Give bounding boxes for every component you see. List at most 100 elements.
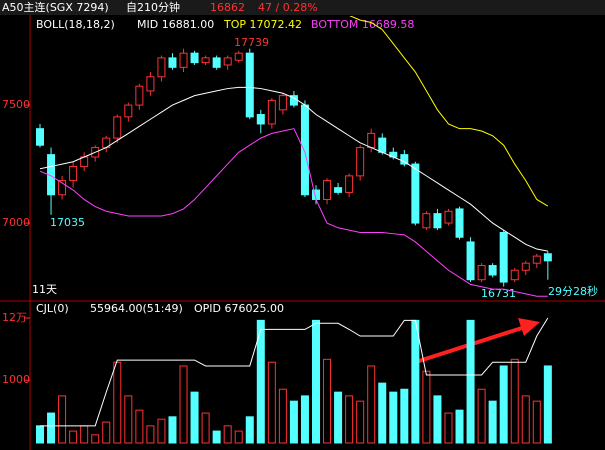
candle-body [234, 52, 243, 61]
candle-body [444, 210, 453, 224]
volume-bar [455, 409, 464, 444]
candle-body [157, 57, 166, 78]
candle-body [411, 163, 420, 224]
candle-body [455, 208, 464, 238]
candle-body [267, 99, 276, 125]
volume-bar [345, 395, 354, 444]
candle-body [477, 265, 486, 281]
candle-body [256, 114, 265, 125]
candle-body [521, 262, 530, 271]
volume-bar [223, 425, 232, 444]
candle-body [146, 76, 155, 92]
volume-bar [146, 425, 155, 444]
candle-body [323, 180, 332, 200]
candle-body [400, 154, 409, 165]
bottom-legend: BOTTOM 16689.58 [311, 18, 414, 31]
symbol: A50主连(SGX 7294) [2, 1, 109, 14]
candle-body [488, 265, 497, 276]
volume-bar [278, 388, 287, 444]
volume-bar [488, 400, 497, 444]
boll-line [349, 16, 549, 207]
arrow [415, 318, 540, 364]
header-bar [0, 0, 605, 15]
candle-body [245, 52, 254, 118]
mid-legend: MID 16881.00 [137, 18, 214, 31]
volume-bar [256, 319, 265, 444]
price-panel [36, 16, 552, 297]
volume-bar [300, 395, 309, 444]
volume-bar [543, 365, 552, 444]
candle-body [466, 241, 475, 281]
y-tick-label: 1000 [2, 373, 30, 386]
y-tick-label: 7500 [2, 98, 30, 111]
volume-bar [212, 430, 221, 444]
candle-body [345, 175, 354, 193]
volume-bar [356, 400, 365, 444]
candle-body [36, 128, 44, 146]
volume-bar [521, 395, 530, 444]
volume-bar [234, 430, 243, 444]
vol-indicator[interactable]: CJL(0) [36, 302, 69, 315]
volume-bar [58, 395, 67, 444]
volume-bar [323, 358, 332, 444]
volume-bar [378, 382, 387, 444]
volume-bar [157, 418, 166, 444]
candle-body [124, 104, 133, 118]
period[interactable]: 自210分钟 [126, 0, 180, 14]
candle-body [532, 255, 541, 264]
y-tick-label: 7000 [2, 216, 30, 229]
high-label: 17739 [234, 36, 269, 49]
candle-body [69, 165, 78, 182]
days-label: 11天 [32, 283, 57, 296]
volume-bar [102, 421, 111, 444]
boll-line [39, 128, 548, 297]
y-tick-label: 12万 [2, 311, 27, 324]
volume-bar [36, 425, 44, 444]
volume-bar [113, 361, 122, 444]
opid-legend: OPID 676025.00 [194, 302, 284, 315]
volume-bar [91, 434, 100, 444]
boll-line [39, 86, 548, 252]
indicator[interactable]: BOLL(18,18,2) [36, 18, 115, 31]
candle-body [58, 180, 67, 196]
candle-body [212, 57, 221, 68]
volume-bar [135, 409, 144, 444]
countdown: 29分28秒 [548, 284, 598, 298]
opid-line [40, 317, 549, 427]
price: 16862 [210, 1, 245, 14]
volume-bar [334, 391, 343, 444]
volume-bar [267, 361, 276, 444]
volume-bar [510, 358, 519, 444]
candle-body [190, 52, 199, 64]
top-legend: TOP 17072.42 [223, 18, 302, 31]
volume-bar [80, 425, 89, 444]
candle-body [356, 147, 365, 177]
candle-body [179, 52, 188, 68]
volume-bar [168, 416, 177, 444]
candle-body [543, 253, 552, 262]
candle-body [510, 269, 519, 281]
volume-bar [289, 400, 298, 444]
candle-body [367, 132, 376, 149]
candle-body [499, 232, 508, 283]
volume-bar [433, 395, 442, 444]
volume-bar [422, 370, 431, 444]
candle-body [422, 213, 431, 229]
candle-body [223, 57, 232, 66]
candle-body [113, 116, 122, 139]
volume-bar [179, 365, 188, 444]
volume-bar [367, 365, 376, 444]
volume-bar [312, 319, 320, 444]
volume-bar [190, 391, 199, 444]
volume-bar [400, 388, 409, 444]
low-label: 17035 [50, 216, 85, 229]
volume-bar [69, 430, 78, 444]
volume-bar [499, 365, 508, 444]
candle-body [433, 213, 442, 229]
volume-bar [411, 319, 420, 444]
volume-bar [124, 395, 133, 444]
volume-bar [389, 391, 398, 444]
volume-bar [245, 416, 254, 444]
volume-bar [47, 412, 56, 444]
